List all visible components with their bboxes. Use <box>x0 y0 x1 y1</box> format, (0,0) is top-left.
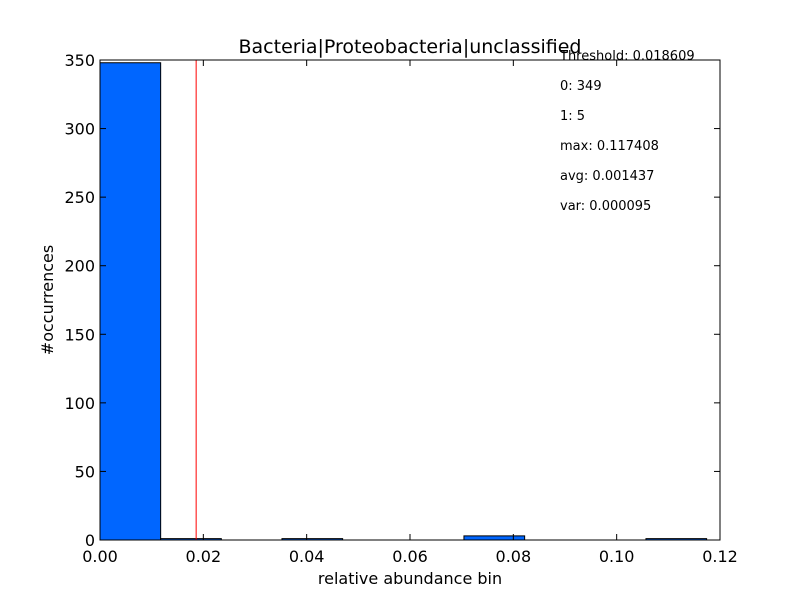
x-axis-label: relative abundance bin <box>318 569 502 588</box>
x-tick-label: 0.00 <box>82 547 118 566</box>
stat-line-2: 1: 5 <box>560 109 585 124</box>
x-tick-label: 0.08 <box>496 547 532 566</box>
x-tick-label: 0.04 <box>289 547 325 566</box>
y-tick-label: 150 <box>64 325 95 344</box>
y-tick-label: 100 <box>64 394 95 413</box>
x-tick-label: 0.10 <box>599 547 635 566</box>
y-axis-label: #occurrences <box>38 245 57 355</box>
histogram-bar-6 <box>463 535 526 541</box>
histogram-bar-0 <box>99 62 162 541</box>
y-tick-label: 350 <box>64 51 95 70</box>
stat-line-1: 0: 349 <box>560 79 602 94</box>
x-tick-label: 0.06 <box>392 547 428 566</box>
chart-title: Bacteria|Proteobacteria|unclassified <box>239 36 582 58</box>
y-tick-label: 200 <box>64 257 95 276</box>
plot-area <box>100 60 720 540</box>
x-tick-label: 0.12 <box>702 547 738 566</box>
stat-line-3: max: 0.117408 <box>560 139 659 154</box>
y-tick-label: 250 <box>64 188 95 207</box>
y-tick-label: 50 <box>75 462 95 481</box>
stat-line-5: var: 0.000095 <box>560 199 651 214</box>
y-tick-label: 300 <box>64 120 95 139</box>
stat-line-4: avg: 0.001437 <box>560 169 654 184</box>
x-tick-label: 0.02 <box>186 547 222 566</box>
y-tick-label: 0 <box>85 531 95 550</box>
stat-line-0: Threshold: 0.018609 <box>559 49 695 64</box>
